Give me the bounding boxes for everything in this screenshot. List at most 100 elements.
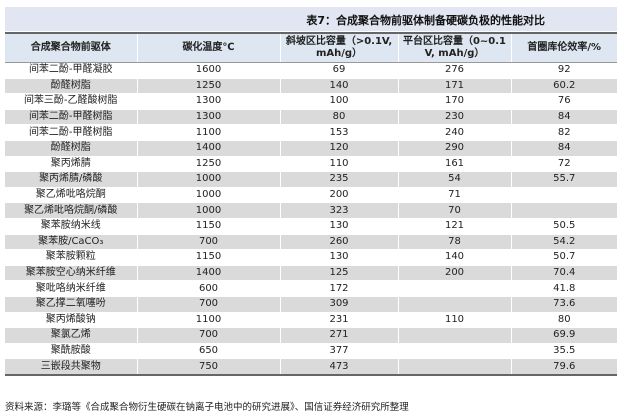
source-note: 资料来源：李璐等《合成聚合物衍生硬碳在钠离子电池中的研究进展》、国信证券经济研究… (5, 402, 409, 413)
table-cell: 600 (136, 280, 280, 297)
table-cell: 700 (136, 296, 280, 313)
table-cell: 1100 (136, 124, 280, 141)
table-cell: 1150 (136, 249, 280, 266)
table-cell: 80 (510, 312, 617, 329)
table-cell: 聚吡咯纳米纤维 (5, 280, 137, 297)
table-row: 间苯三酚-乙醛酸树脂 1300 100 170 76 (5, 93, 617, 110)
table-cell (510, 187, 617, 204)
table-cell: 54.2 (510, 234, 617, 251)
table-row: 间苯二酚-甲醛树脂 1100 153 240 82 (5, 124, 617, 141)
table-cell: 1300 (136, 93, 280, 110)
table-cell: 231 (279, 312, 398, 329)
table-row: 聚苯胺空心纳米纤维 1400 125 200 70.4 (5, 265, 617, 282)
table-row: 间苯二酚-甲醛凝胶 1600 69 276 92 (5, 62, 617, 79)
table-cell: 69 (279, 62, 398, 79)
header-row: 合成聚合物前驱体 碳化温度℃ 斜坡区比容量（>0.1V, mAh/g） 平台区比容量（… (5, 32, 617, 63)
table-cell: 聚酰胺酸 (5, 343, 137, 360)
table-cell: 100 (279, 93, 398, 110)
table-cell: 377 (279, 343, 398, 360)
table-cell (510, 202, 617, 219)
table-cell: 酚醛树脂 (5, 78, 137, 95)
table-cell: 79.6 (510, 358, 617, 376)
table-cell: 1000 (136, 171, 280, 188)
table-cell: 1100 (136, 312, 280, 329)
table-cell: 1250 (136, 156, 280, 173)
table-cell: 间苯二酚-甲醛凝胶 (5, 62, 137, 79)
table-cell: 76 (510, 93, 617, 110)
table-cell: 酚醛树脂 (5, 140, 137, 157)
table-cell: 473 (279, 358, 398, 376)
table-cell: 35.5 (510, 343, 617, 360)
table-cell: 聚丙烯酸钠 (5, 312, 137, 329)
table-cell: 200 (397, 265, 511, 282)
table-row: 聚苯胺纳米线 1150 130 121 50.5 (5, 218, 617, 235)
table-cell: 120 (279, 140, 398, 157)
table-cell: 161 (397, 156, 511, 173)
table-cell (397, 343, 511, 360)
table-cell: 172 (279, 280, 398, 297)
table-cell: 聚氯乙烯 (5, 327, 137, 344)
table-cell: 130 (279, 218, 398, 235)
table-cell: 323 (279, 202, 398, 219)
table-row: 聚丙烯腈/磷酸 1000 235 54 55.7 (5, 171, 617, 188)
table-cell: 700 (136, 234, 280, 251)
table-cell: 聚苯胺/CaCO₃ (5, 234, 137, 251)
table-cell: 1250 (136, 78, 280, 95)
table-row: 酚醛树脂 1400 120 290 84 (5, 140, 617, 157)
table-cell: 230 (397, 109, 511, 126)
table-row: 聚氯乙烯 700 271 69.9 (5, 327, 617, 344)
table-cell: 50.7 (510, 249, 617, 266)
table-cell: 170 (397, 93, 511, 110)
table-cell: 84 (510, 140, 617, 157)
table-cell: 121 (397, 218, 511, 235)
table-cell: 72 (510, 156, 617, 173)
table-row: 聚苯胺颗粒 1150 130 140 50.7 (5, 249, 617, 266)
column-header: 平台区比容量（0~0.1 V, mAh/g） (397, 32, 511, 63)
table-cell: 间苯三酚-乙醛酸树脂 (5, 93, 137, 110)
table-cell: 1600 (136, 62, 280, 79)
table-row: 聚丙烯酸钠 1100 231 110 80 (5, 312, 617, 329)
table-row: 聚苯胺/CaCO₃ 700 260 78 54.2 (5, 234, 617, 251)
performance-table: 合成聚合物前驱体 碳化温度℃ 斜坡区比容量（>0.1V, mAh/g） 平台区比容量（… (5, 32, 617, 376)
table-cell: 240 (397, 124, 511, 141)
table-cell: 聚乙撑二氧噻吩 (5, 296, 137, 313)
table-cell: 1000 (136, 187, 280, 204)
table-cell: 84 (510, 109, 617, 126)
table-row: 聚乙烯吡咯烷酮 1000 200 71 (5, 187, 617, 204)
table-cell: 650 (136, 343, 280, 360)
table-cell: 55.7 (510, 171, 617, 188)
table-row: 三嵌段共聚物 750 473 79.6 (5, 358, 617, 376)
table-cell: 69.9 (510, 327, 617, 344)
table-cell: 70 (397, 202, 511, 219)
table-cell: 309 (279, 296, 398, 313)
table-cell: 60.2 (510, 78, 617, 95)
table-cell (397, 327, 511, 344)
table-cell: 200 (279, 187, 398, 204)
table-cell: 54 (397, 171, 511, 188)
column-header: 首圈库伦效率/% (510, 32, 617, 63)
table-cell: 聚苯胺颗粒 (5, 249, 137, 266)
table-cell: 聚丙烯腈/磷酸 (5, 171, 137, 188)
table-cell: 41.8 (510, 280, 617, 297)
table-row: 聚丙烯腈 1250 110 161 72 (5, 156, 617, 173)
table-cell: 1400 (136, 265, 280, 282)
table-cell: 92 (510, 62, 617, 79)
table-cell (397, 296, 511, 313)
column-header: 斜坡区比容量（>0.1V, mAh/g） (279, 32, 398, 63)
table-cell: 三嵌段共聚物 (5, 358, 137, 376)
table-cell: 153 (279, 124, 398, 141)
table-cell: 235 (279, 171, 398, 188)
table-cell (397, 280, 511, 297)
table-cell: 1400 (136, 140, 280, 157)
table-cell: 140 (397, 249, 511, 266)
table-cell: 71 (397, 187, 511, 204)
table-cell: 聚丙烯腈 (5, 156, 137, 173)
table-row: 间苯二酚-甲醛树脂 1300 80 230 84 (5, 109, 617, 126)
table-cell: 82 (510, 124, 617, 141)
table-cell: 80 (279, 109, 398, 126)
table-cell: 1000 (136, 202, 280, 219)
table-cell: 130 (279, 249, 398, 266)
table-cell: 260 (279, 234, 398, 251)
table-cell: 140 (279, 78, 398, 95)
table-cell: 1300 (136, 109, 280, 126)
